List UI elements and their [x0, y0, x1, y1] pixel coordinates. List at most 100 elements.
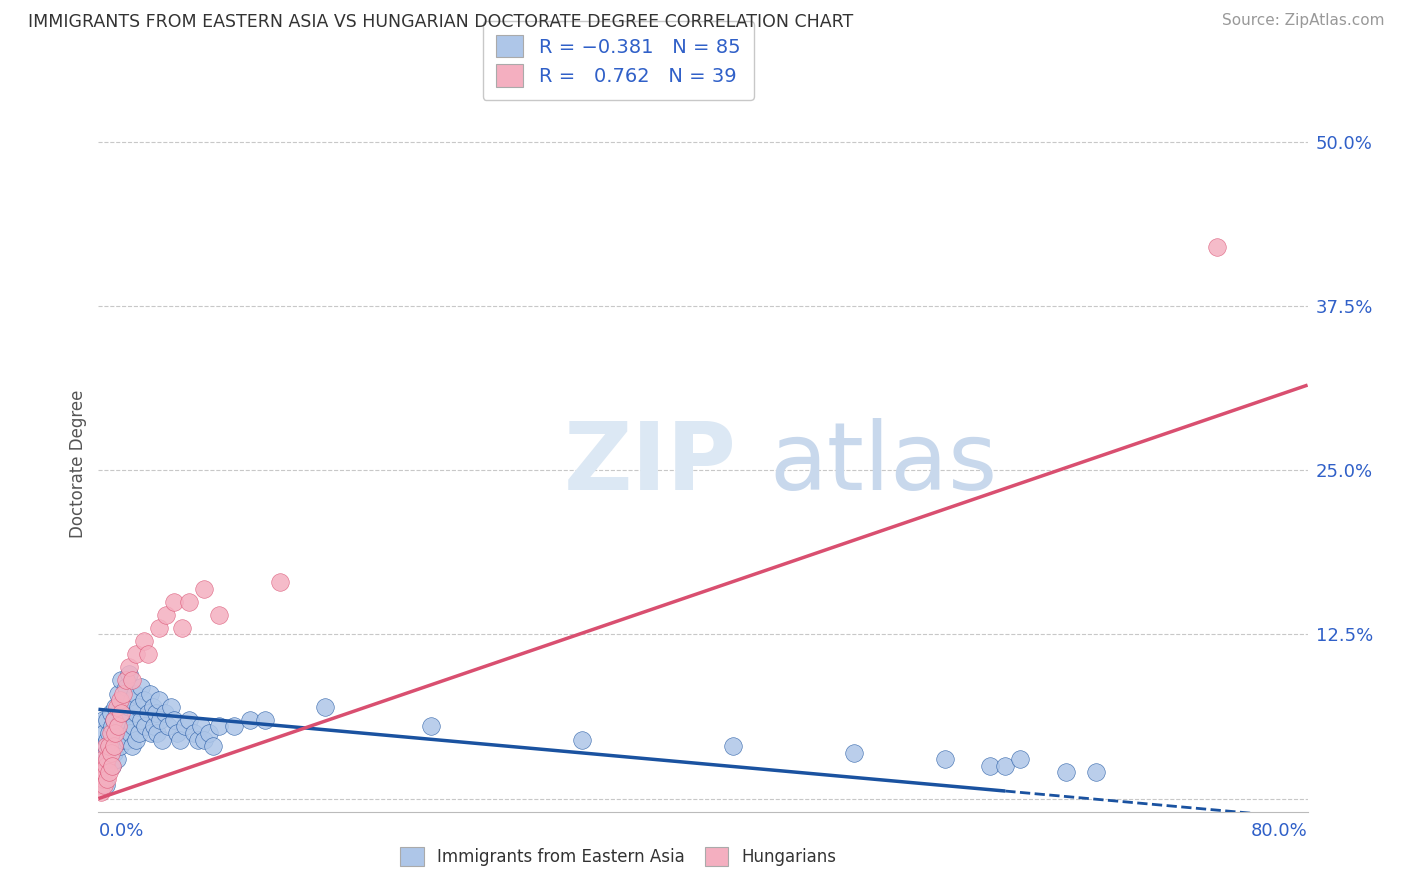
Point [121, 693, 143, 707]
Point [98, 765, 121, 780]
Point [179, 595, 201, 609]
Point [118, 699, 141, 714]
Point [94, 746, 117, 760]
Point [125, 647, 148, 661]
Point [105, 699, 128, 714]
Point [145, 706, 167, 721]
Point [132, 634, 155, 648]
Y-axis label: Doctorate Degree: Doctorate Degree [69, 390, 87, 538]
Point [127, 699, 149, 714]
Point [100, 739, 122, 753]
Point [104, 699, 127, 714]
Point [571, 732, 593, 747]
Point [100, 706, 122, 721]
Point [208, 607, 231, 622]
Point [160, 699, 183, 714]
Point [163, 595, 186, 609]
Text: 0.0%: 0.0% [98, 822, 143, 840]
Point [121, 739, 143, 753]
Point [96, 772, 118, 786]
Point [104, 726, 127, 740]
Point [1010, 752, 1032, 766]
Point [120, 726, 142, 740]
Point [98, 752, 121, 766]
Point [93, 752, 115, 766]
Point [193, 582, 215, 596]
Point [89, 779, 111, 793]
Point [148, 693, 170, 707]
Point [101, 758, 124, 772]
Point [125, 706, 148, 721]
Point [136, 706, 159, 721]
Point [91, 713, 114, 727]
Point [420, 719, 443, 733]
Point [183, 726, 205, 740]
Point [979, 758, 1001, 772]
Point [96, 752, 118, 766]
Point [129, 713, 152, 727]
Point [98, 726, 121, 740]
Point [224, 719, 246, 733]
Point [139, 687, 162, 701]
Point [1085, 765, 1108, 780]
Point [114, 680, 136, 694]
Point [103, 739, 125, 753]
Point [101, 758, 124, 772]
Point [121, 673, 143, 688]
Point [96, 732, 118, 747]
Point [190, 719, 212, 733]
Point [90, 785, 112, 799]
Point [202, 739, 225, 753]
Point [103, 746, 125, 760]
Point [98, 739, 121, 753]
Point [844, 746, 866, 760]
Point [153, 706, 176, 721]
Point [108, 693, 131, 707]
Point [107, 687, 129, 701]
Point [91, 752, 114, 766]
Point [124, 687, 146, 701]
Point [269, 574, 291, 589]
Point [193, 732, 215, 747]
Point [94, 779, 117, 793]
Point [148, 621, 170, 635]
Point [187, 732, 209, 747]
Point [136, 647, 159, 661]
Text: atlas: atlas [769, 417, 998, 510]
Point [132, 693, 155, 707]
Point [723, 739, 745, 753]
Point [104, 732, 127, 747]
Point [111, 687, 134, 701]
Point [93, 726, 115, 740]
Point [208, 719, 231, 733]
Point [129, 680, 152, 694]
Point [114, 673, 136, 688]
Text: IMMIGRANTS FROM EASTERN ASIA VS HUNGARIAN DOCTORATE DEGREE CORRELATION CHART: IMMIGRANTS FROM EASTERN ASIA VS HUNGARIA… [28, 13, 853, 31]
Point [107, 719, 129, 733]
Point [197, 726, 219, 740]
Point [179, 713, 201, 727]
Point [90, 739, 112, 753]
Point [253, 713, 276, 727]
Point [96, 713, 118, 727]
Point [94, 758, 117, 772]
Point [170, 621, 193, 635]
Point [125, 732, 148, 747]
Point [105, 752, 128, 766]
Point [110, 713, 132, 727]
Point [91, 772, 114, 786]
Point [118, 666, 141, 681]
Text: ZIP: ZIP [564, 417, 737, 510]
Point [111, 693, 134, 707]
Point [122, 719, 145, 733]
Point [146, 726, 169, 740]
Point [91, 765, 114, 780]
Point [934, 752, 956, 766]
Point [128, 726, 150, 740]
Point [118, 660, 141, 674]
Point [1054, 765, 1077, 780]
Point [93, 779, 115, 793]
Point [110, 673, 132, 688]
Point [156, 719, 179, 733]
Point [93, 765, 115, 780]
